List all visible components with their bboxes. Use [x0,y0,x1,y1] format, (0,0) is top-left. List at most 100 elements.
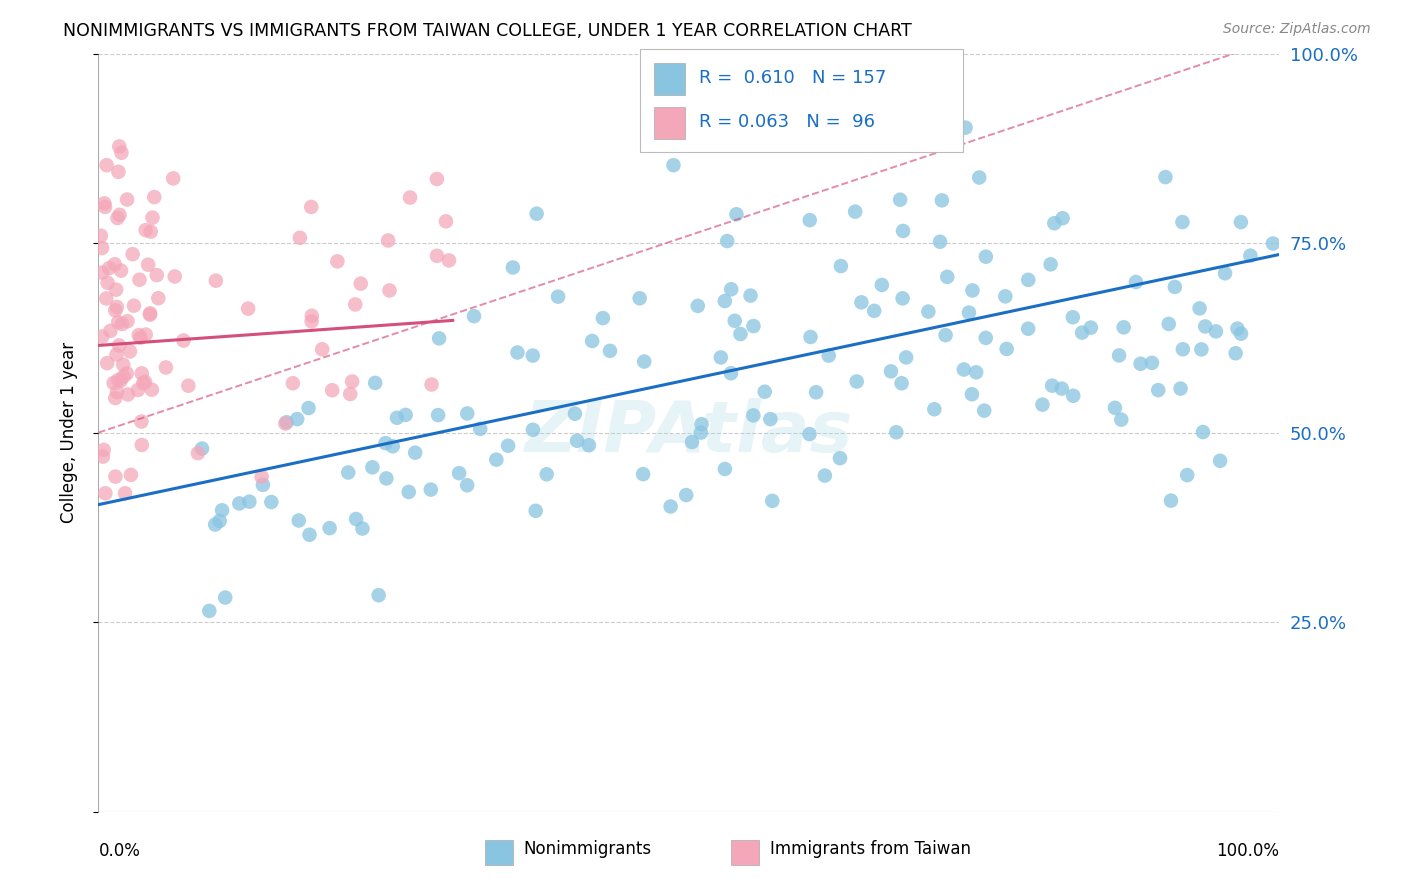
Point [889,193,911,207]
Point [381,439,404,453]
Point [799,213,821,227]
Point [131,367,153,381]
Point [121,247,143,261]
Point [139,306,162,320]
Point [91,329,114,343]
Point [931,194,953,208]
Point [107,165,129,179]
Point [434,214,457,228]
Point [973,403,995,417]
Point [91,450,114,464]
Point [761,494,783,508]
Point [456,478,478,492]
Point [547,290,569,304]
Point [1031,398,1053,412]
Point [139,308,162,322]
Point [690,425,713,440]
Point [236,301,259,316]
Point [720,282,742,296]
Point [631,467,654,482]
Point [1140,356,1163,370]
Point [378,284,401,298]
Point [1043,216,1066,230]
Point [128,273,150,287]
Point [924,402,946,417]
Text: Nonimmigrants: Nonimmigrants [523,840,651,858]
Point [936,269,959,284]
Point [1189,343,1212,357]
Text: Source: ZipAtlas.com: Source: ZipAtlas.com [1223,22,1371,37]
Point [120,467,142,482]
Point [131,438,153,452]
Point [107,373,129,387]
Point [339,387,361,401]
Point [367,588,389,602]
Point [994,289,1017,303]
Point [100,324,122,338]
Point [485,452,508,467]
Point [112,358,135,372]
Point [105,283,128,297]
Point [96,292,118,306]
Point [148,291,170,305]
Point [686,299,709,313]
Point [128,328,150,343]
Point [131,415,153,429]
Point [281,376,304,391]
Point [115,367,138,381]
Point [830,259,852,273]
Point [681,435,703,450]
Point [1108,348,1130,362]
Point [804,385,827,400]
Point [111,317,134,331]
Point [1194,319,1216,334]
Point [742,409,765,423]
Point [163,269,186,284]
Point [110,145,132,160]
Point [350,277,373,291]
Point [1171,343,1194,357]
Y-axis label: College, Under 1 year: College, Under 1 year [59,342,77,524]
Point [135,223,157,237]
Point [104,469,127,483]
Point [1062,389,1084,403]
Point [94,200,117,214]
Point [581,334,603,348]
Point [449,466,471,480]
Point [522,349,544,363]
Point [1261,236,1284,251]
Point [890,376,912,391]
Point [740,288,762,302]
Point [714,293,737,308]
Point [285,412,308,426]
Point [1040,378,1063,392]
Point [592,311,614,326]
Point [1226,321,1249,335]
Point [129,331,152,345]
Point [141,211,163,225]
Point [1017,322,1039,336]
Point [127,383,149,397]
Point [917,304,939,318]
Point [1171,215,1194,229]
Point [1192,425,1215,439]
Point [399,190,422,204]
Text: 0.0%: 0.0% [98,842,141,860]
Point [851,295,873,310]
Point [955,120,977,135]
Point [894,351,917,365]
Point [419,483,441,497]
Point [1147,383,1170,397]
Point [377,234,399,248]
Point [252,478,274,492]
Point [427,331,450,345]
Point [352,522,374,536]
Point [162,171,184,186]
Point [965,365,987,379]
Point [526,207,548,221]
Point [716,234,738,248]
Point [633,354,655,368]
Point [344,297,367,311]
Point [198,604,221,618]
Point [97,276,120,290]
